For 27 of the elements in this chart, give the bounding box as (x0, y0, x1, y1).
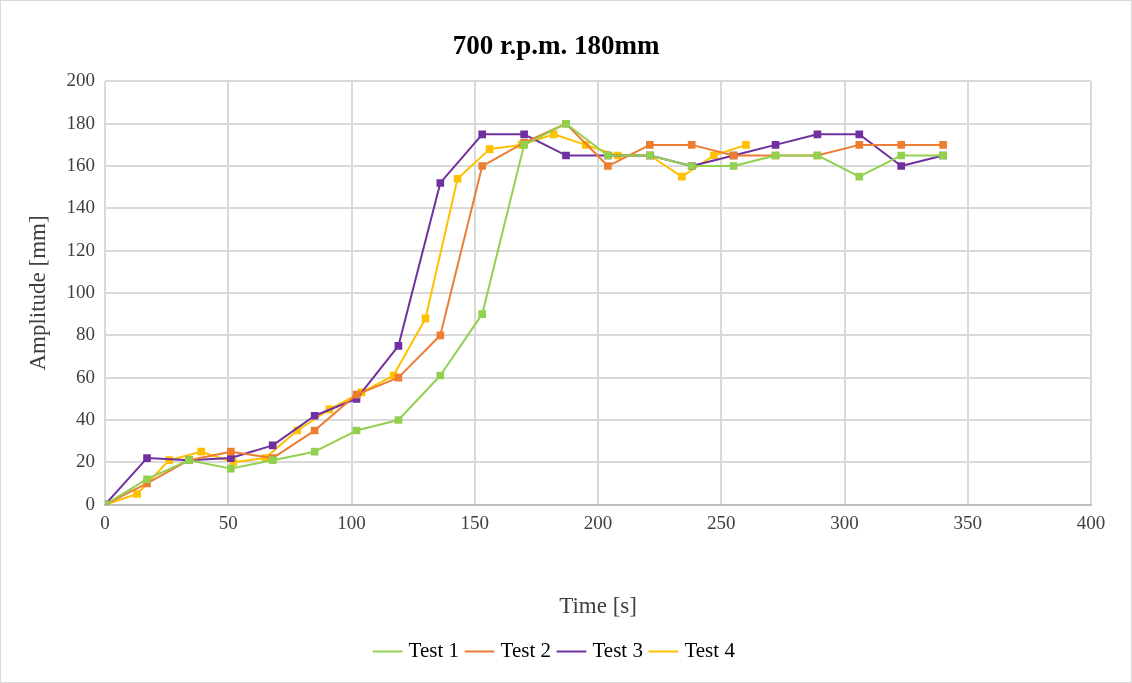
x-tick-label: 250 (707, 511, 736, 533)
y-tick-label: 180 (66, 111, 96, 133)
x-tick-label: 200 (583, 511, 613, 533)
y-axis-title: Amplitude [mm] (24, 215, 50, 371)
y-tick-label: 40 (76, 407, 96, 429)
y-tick-label: 0 (85, 492, 96, 514)
x-tick-label: 50 (218, 511, 238, 533)
x-tick-label: 0 (100, 511, 110, 533)
y-tick-label: 200 (66, 69, 96, 91)
x-tick-label: 300 (830, 511, 859, 533)
x-tick-label: 400 (1076, 511, 1106, 533)
chart-title: 700 r.p.m. 180mm (452, 30, 660, 61)
legend-label: Test 2 (500, 638, 552, 663)
y-tick-label: 100 (66, 280, 96, 302)
legend-label: Test 4 (684, 638, 736, 663)
x-tick-label: 350 (953, 511, 983, 533)
y-tick-label: 160 (66, 154, 96, 176)
legend-label: Test 3 (592, 638, 643, 663)
y-tick-label: 60 (76, 365, 96, 387)
legend-label: Test 1 (408, 638, 460, 663)
x-tick-label: 100 (337, 511, 366, 533)
y-tick-label: 80 (76, 323, 96, 345)
y-tick-label: 20 (76, 450, 96, 472)
x-tick-label: 150 (460, 511, 490, 533)
y-tick-label: 120 (66, 238, 96, 260)
y-tick-label: 140 (66, 196, 96, 218)
x-axis-title: Time [s] (559, 593, 637, 619)
